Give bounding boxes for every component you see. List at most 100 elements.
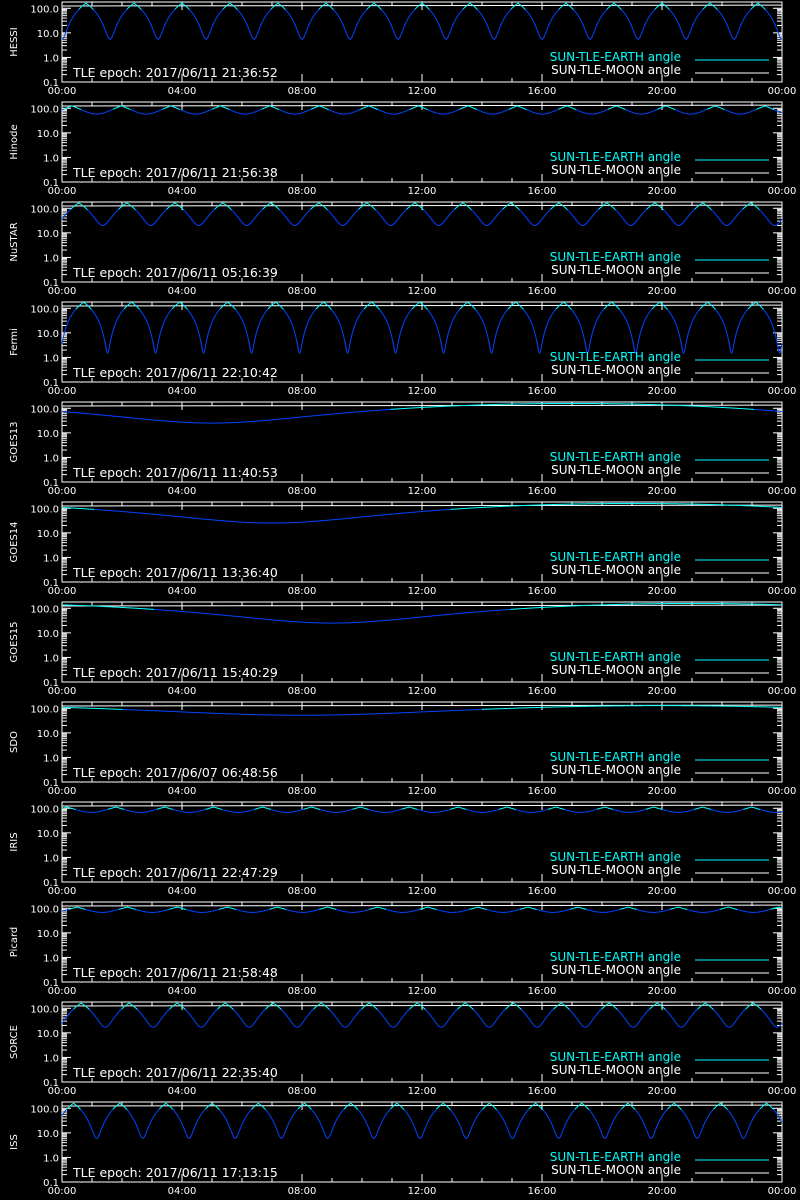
sun-earth-angle-segment (763, 309, 783, 354)
sun-earth-angle-segment (713, 1008, 746, 1028)
sun-earth-angle-segment (713, 1102, 728, 1110)
sun-earth-angle-segment (381, 8, 416, 40)
tle-epoch-label: TLE epoch: 2017/06/11 22:10:42 (72, 365, 278, 380)
sun-earth-angle-segment (285, 908, 320, 913)
x-tick-label: 04:00 (168, 586, 197, 597)
y-tick-label: 1.0 (43, 1053, 59, 1064)
sun-earth-angle-segment (765, 9, 783, 40)
sun-earth-angle-segment (657, 105, 676, 111)
sun-earth-angle-segment (649, 1002, 666, 1011)
legend-moon-label: SUN-TLE-MOON angle (551, 763, 681, 777)
sun-earth-angle-segment (429, 8, 464, 40)
sun-earth-angle-segment (507, 301, 524, 310)
x-tick-label: 08:00 (288, 286, 317, 297)
sun-earth-angle-segment (343, 1102, 359, 1111)
x-tick-label: 00:00 (768, 86, 797, 97)
satellite-label: Hinode (9, 124, 20, 159)
y-tick-label: 1.0 (43, 453, 59, 464)
legend-moon-label: SUN-TLE-MOON angle (551, 463, 681, 477)
x-ticks (61, 102, 783, 182)
satellite-label: Fermi (9, 328, 20, 356)
y-tick-label: 10.0 (37, 329, 59, 340)
sun-earth-angle-segment (283, 308, 317, 354)
y-tick-label: 100.0 (30, 904, 59, 915)
x-tick-label: 00:00 (48, 86, 77, 97)
sun-earth-angle-series (61, 1102, 783, 1139)
sun-earth-angle-segment (360, 105, 379, 111)
sun-earth-angle-segment (634, 1108, 668, 1139)
sun-earth-angle-segment (265, 1108, 299, 1139)
sun-earth-angle-segment (558, 105, 577, 111)
x-tick-label: 04:00 (168, 986, 197, 997)
sun-earth-angle-segment (646, 202, 664, 211)
sun-earth-angle-segment (459, 301, 476, 310)
tle-epoch-label: TLE epoch: 2017/06/11 21:58:48 (72, 965, 278, 980)
sun-earth-angle-segment (654, 2, 670, 11)
sun-earth-angle-segment (569, 906, 587, 910)
sun-earth-angle-segment (251, 1102, 266, 1110)
sun-earth-angle-segment (265, 1002, 282, 1011)
sun-earth-angle-segment (217, 1002, 234, 1011)
legend-earth-label: SUN-TLE-EARTH angle (550, 750, 681, 764)
y-tick-label: 0.1 (43, 478, 59, 489)
x-tick-label: 04:00 (168, 486, 197, 497)
y-ticks (62, 707, 782, 783)
y-tick-label: 10.0 (37, 829, 59, 840)
sun-earth-angle-segment (61, 209, 71, 220)
sun-earth-angle-segment (457, 1002, 474, 1011)
sun-earth-angle-segment (311, 1108, 345, 1139)
sun-earth-angle-segment (254, 806, 272, 810)
sun-earth-angle-segment (665, 1008, 698, 1028)
sun-earth-angle-segment (118, 202, 136, 211)
sun-moon-angle-line (61, 204, 783, 207)
sun-earth-angle-segment (310, 202, 328, 211)
sun-earth-angle-segment (747, 301, 764, 310)
x-tick-label: 12:00 (408, 286, 437, 297)
x-tick-label: 12:00 (408, 1086, 437, 1097)
sun-earth-angle-segment (319, 808, 353, 813)
x-tick-label: 20:00 (648, 386, 677, 397)
sun-earth-angle-segment (645, 806, 663, 810)
sun-earth-angle-segment (141, 8, 176, 40)
y-tick-label: 100.0 (30, 104, 59, 115)
panel-goes13: 100.010.01.00.100:00 04:00 08:00 12:00 16:00… (9, 401, 796, 497)
x-tick-label: 00:00 (48, 686, 77, 697)
sun-earth-angle-segment (237, 8, 272, 40)
y-tick-label: 1.0 (43, 753, 59, 764)
x-tick-label: 12:00 (408, 86, 437, 97)
sun-earth-angle-segment (61, 706, 123, 710)
x-ticks (61, 1102, 783, 1182)
x-ticks (61, 302, 783, 382)
tle-epoch-label: TLE epoch: 2017/06/11 11:40:53 (72, 465, 278, 480)
legend-earth-label: SUN-TLE-EARTH angle (550, 1050, 681, 1064)
sun-earth-angle-segment (93, 508, 451, 524)
sun-earth-angle-segment (502, 202, 520, 211)
y-ticks (62, 407, 782, 483)
sun-earth-angle-segment (319, 906, 337, 910)
sun-earth-angle-segment (333, 8, 368, 40)
satellite-label: SORCE (9, 1025, 20, 1059)
sun-earth-angle-segment (414, 2, 430, 11)
y-tick-label: 0.1 (43, 278, 59, 289)
sun-earth-angle-segment (547, 806, 565, 811)
sun-earth-angle-segment (66, 1102, 81, 1110)
x-ticks (61, 802, 783, 882)
x-tick-label: 00:00 (48, 786, 77, 797)
sun-earth-angle-segment (496, 1108, 530, 1139)
sun-moon-angle-line (61, 304, 783, 307)
x-tick-label: 12:00 (408, 486, 437, 497)
sun-earth-angle-segment (80, 1108, 114, 1139)
sun-earth-angle-segment (403, 1108, 437, 1139)
sun-earth-angle-segment (285, 8, 320, 40)
sun-earth-angle-series (61, 402, 783, 424)
sun-earth-angle-segment (61, 308, 77, 344)
sun-earth-angle-segment (423, 209, 455, 226)
sun-earth-angle-segment (159, 1102, 174, 1110)
legend-earth-label: SUN-TLE-EARTH angle (550, 950, 681, 964)
sun-earth-angle-segment (231, 209, 263, 226)
x-tick-label: 20:00 (648, 786, 677, 797)
sun-earth-angle-segment (636, 908, 671, 913)
x-tick-label: 20:00 (648, 286, 677, 297)
